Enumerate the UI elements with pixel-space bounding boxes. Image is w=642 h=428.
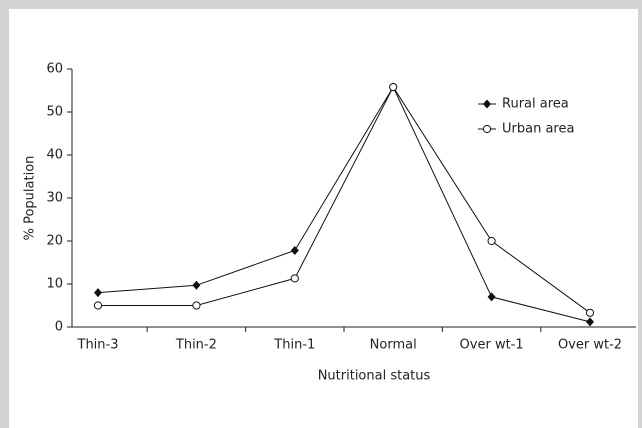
y-tick-label: 50 xyxy=(46,105,63,120)
series-line xyxy=(97,85,591,323)
x-axis-label: Nutritional status xyxy=(318,369,431,384)
data-point xyxy=(192,301,201,310)
y-axis-label: % Population xyxy=(23,156,38,241)
series-line xyxy=(98,86,591,314)
x-tick-label: Thin-1 xyxy=(273,338,315,353)
legend-label: Rural area xyxy=(502,97,569,112)
x-tick-label: Over wt-1 xyxy=(460,338,524,353)
y-tick-label: 10 xyxy=(46,277,63,292)
data-point xyxy=(290,274,299,283)
x-tick-label: Over wt-2 xyxy=(558,338,622,353)
x-tick-label: Normal xyxy=(370,338,417,353)
x-tick-label: Thin-3 xyxy=(77,338,119,353)
y-tick-label: 30 xyxy=(46,191,63,206)
legend-marker xyxy=(483,99,491,109)
data-point xyxy=(585,308,595,317)
legend-marker xyxy=(482,124,492,134)
y-tick-label: 0 xyxy=(55,320,63,335)
data-point xyxy=(389,82,398,92)
legend-label: Urban area xyxy=(502,122,574,137)
panel xyxy=(9,9,638,428)
data-point xyxy=(290,245,299,255)
data-point xyxy=(487,236,496,246)
y-tick-label: 40 xyxy=(46,148,63,163)
data-point xyxy=(192,280,201,290)
data-point xyxy=(487,292,496,302)
x-tick-label: Thin-2 xyxy=(175,338,217,353)
y-tick-label: 60 xyxy=(46,62,63,77)
data-point xyxy=(586,317,594,327)
data-point xyxy=(94,288,102,298)
y-tick-label: 20 xyxy=(46,234,63,249)
data-point xyxy=(93,301,103,310)
